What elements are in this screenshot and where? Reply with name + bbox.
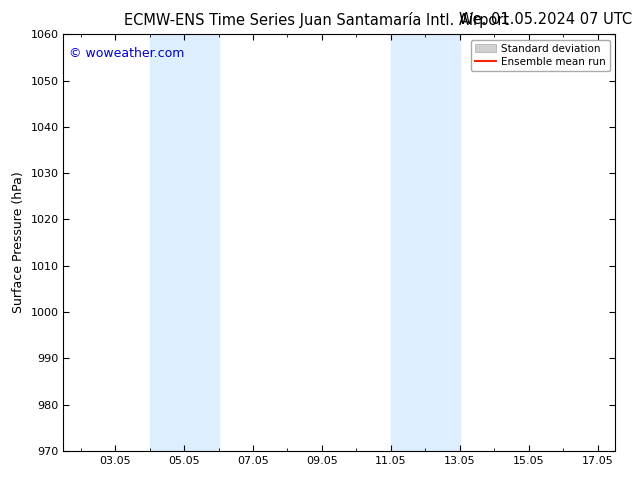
Legend: Standard deviation, Ensemble mean run: Standard deviation, Ensemble mean run [470,40,610,71]
Text: ECMW-ENS Time Series Juan Santamaría Intl. Airport: ECMW-ENS Time Series Juan Santamaría Int… [124,12,510,28]
Text: © woweather.com: © woweather.com [69,47,184,60]
Bar [150,34,219,451]
Text: We. 01.05.2024 07 UTC: We. 01.05.2024 07 UTC [458,12,632,27]
Y-axis label: Surface Pressure (hPa): Surface Pressure (hPa) [12,172,25,314]
Bar [391,34,460,451]
